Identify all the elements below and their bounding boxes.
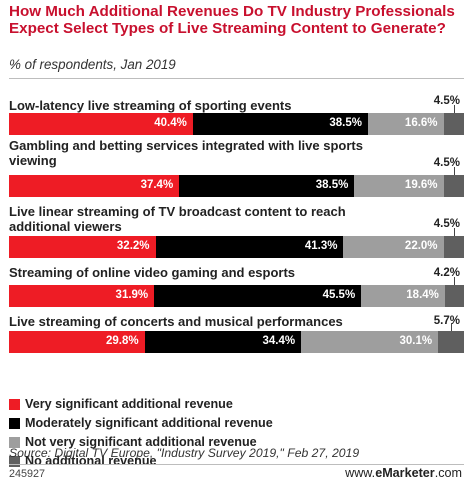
data-label: 41.3% [304,240,338,252]
data-label: 18.4% [406,289,439,301]
legend-swatch [9,418,20,429]
bar-row: 32.2% 41.3% 22.0% [9,236,464,258]
legend-label: Not very significant additional revenue [25,435,257,449]
bar-row: 31.9% 45.5% 18.4% [9,285,464,307]
category-label: Gambling and betting services integrated… [9,138,363,168]
bar-segment [9,175,180,197]
data-label: 4.5% [433,157,460,169]
footer-divider [9,464,464,465]
brand-name: eMarketer [375,466,435,480]
category-label: Live streaming of concerts and musical p… [9,314,343,329]
bar-segment [154,285,362,307]
brand-suffix: .com [434,466,462,480]
data-label: 30.1% [399,335,433,347]
legend-label: Moderately significant additional revenu… [25,416,273,430]
bar-segment [443,113,464,135]
data-label: 38.5% [329,117,362,129]
category-label: Low-latency live streaming of sporting e… [9,98,292,113]
bar-segment [155,236,344,258]
category-label: Streaming of online video gaming and esp… [9,265,296,280]
bar-segment [9,236,156,258]
chart-id: 245927 [9,468,46,480]
bar-segment [179,175,355,197]
label-leader-tick [453,228,455,236]
bar-segment [367,113,444,135]
data-label: 34.4% [262,335,296,347]
bar-segment [444,285,464,307]
bar-segment [343,236,444,258]
chart-title: How Much Additional Revenues Do TV Indus… [9,3,455,37]
bar-row: 40.4% 38.5% 16.6% [9,113,464,135]
label-leader-tick [453,105,455,113]
data-label: 16.6% [404,117,438,129]
legend-swatch [9,456,20,467]
source-note: Source: Digital TV Europe, "Industry Sur… [9,446,360,460]
bar-segment [361,285,445,307]
bar-row: 29.8% 34.4% 30.1% [9,331,464,353]
emarketer-logo[interactable]: www.eMarketer.com [345,466,462,480]
data-label: 4.5% [433,218,460,230]
header-divider [9,78,464,79]
bar-segment [9,285,155,307]
bar-segment [354,175,444,197]
legend-label: Very significant additional revenue [25,397,233,411]
data-label: 38.5% [315,179,349,191]
bar-row: 37.4% 38.5% 19.6% [9,175,464,197]
data-label: 22.0% [404,240,438,252]
data-label: 4.2% [433,267,460,279]
bar-segment [438,331,464,353]
data-label: 29.8% [105,335,139,347]
bar-segment [301,331,439,353]
bar-segment [192,113,368,135]
chart-subtitle: % of respondents, Jan 2019 [9,57,176,72]
data-label: 37.4% [140,179,174,191]
data-label: 4.5% [433,95,460,107]
category-label: Live linear streaming of TV broadcast co… [9,204,346,234]
label-leader-tick [454,277,456,285]
data-label: 40.4% [154,117,187,129]
data-label: 31.9% [115,289,149,301]
label-leader-tick [451,323,453,331]
bar-segment [443,236,464,258]
bar-segment [9,113,193,135]
legend-swatch [9,399,20,410]
brand-prefix: www. [345,466,376,480]
bar-segment [144,331,302,353]
data-label: 5.7% [433,315,460,327]
data-label: 19.6% [404,179,438,191]
data-label: 45.5% [322,289,356,301]
label-leader-tick [453,167,455,175]
bar-segment [443,175,464,197]
bar-segment [9,331,145,353]
legend-swatch [9,437,20,448]
data-label: 32.2% [116,240,150,252]
